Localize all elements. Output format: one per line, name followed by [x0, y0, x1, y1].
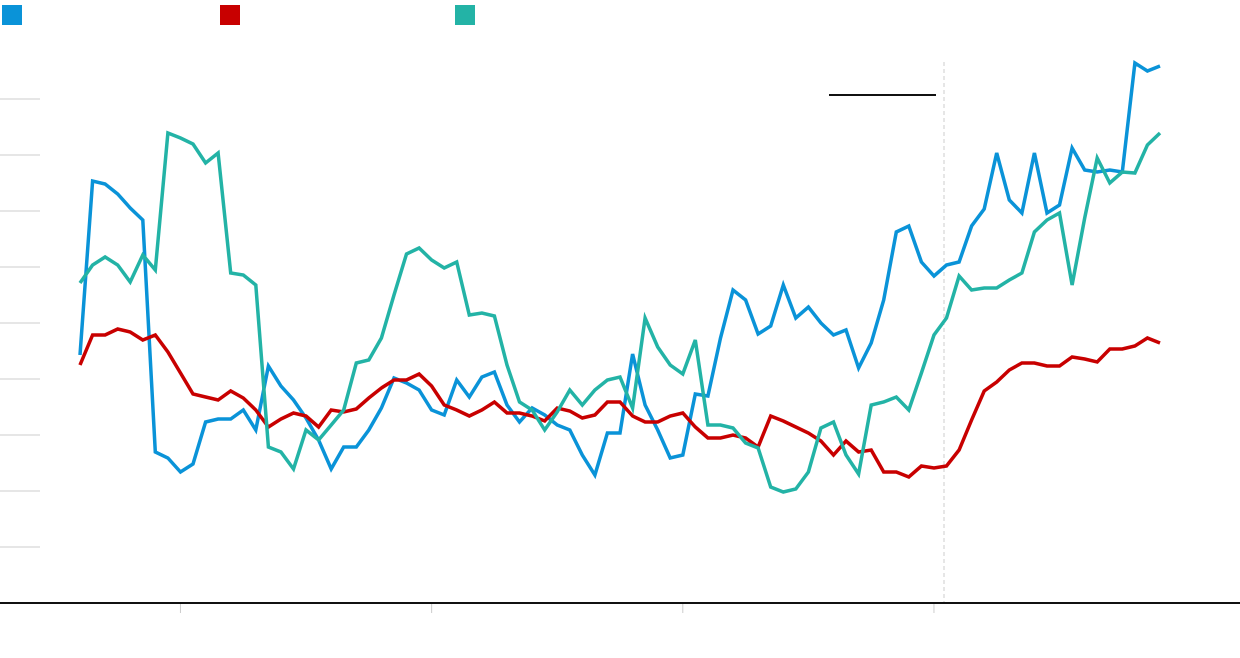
series-line — [78, 60, 1161, 480]
series-line — [78, 327, 1161, 480]
series-line — [78, 130, 1162, 494]
legend-swatch — [220, 5, 240, 25]
legend-swatch — [2, 5, 22, 25]
legend-swatch — [455, 5, 475, 25]
